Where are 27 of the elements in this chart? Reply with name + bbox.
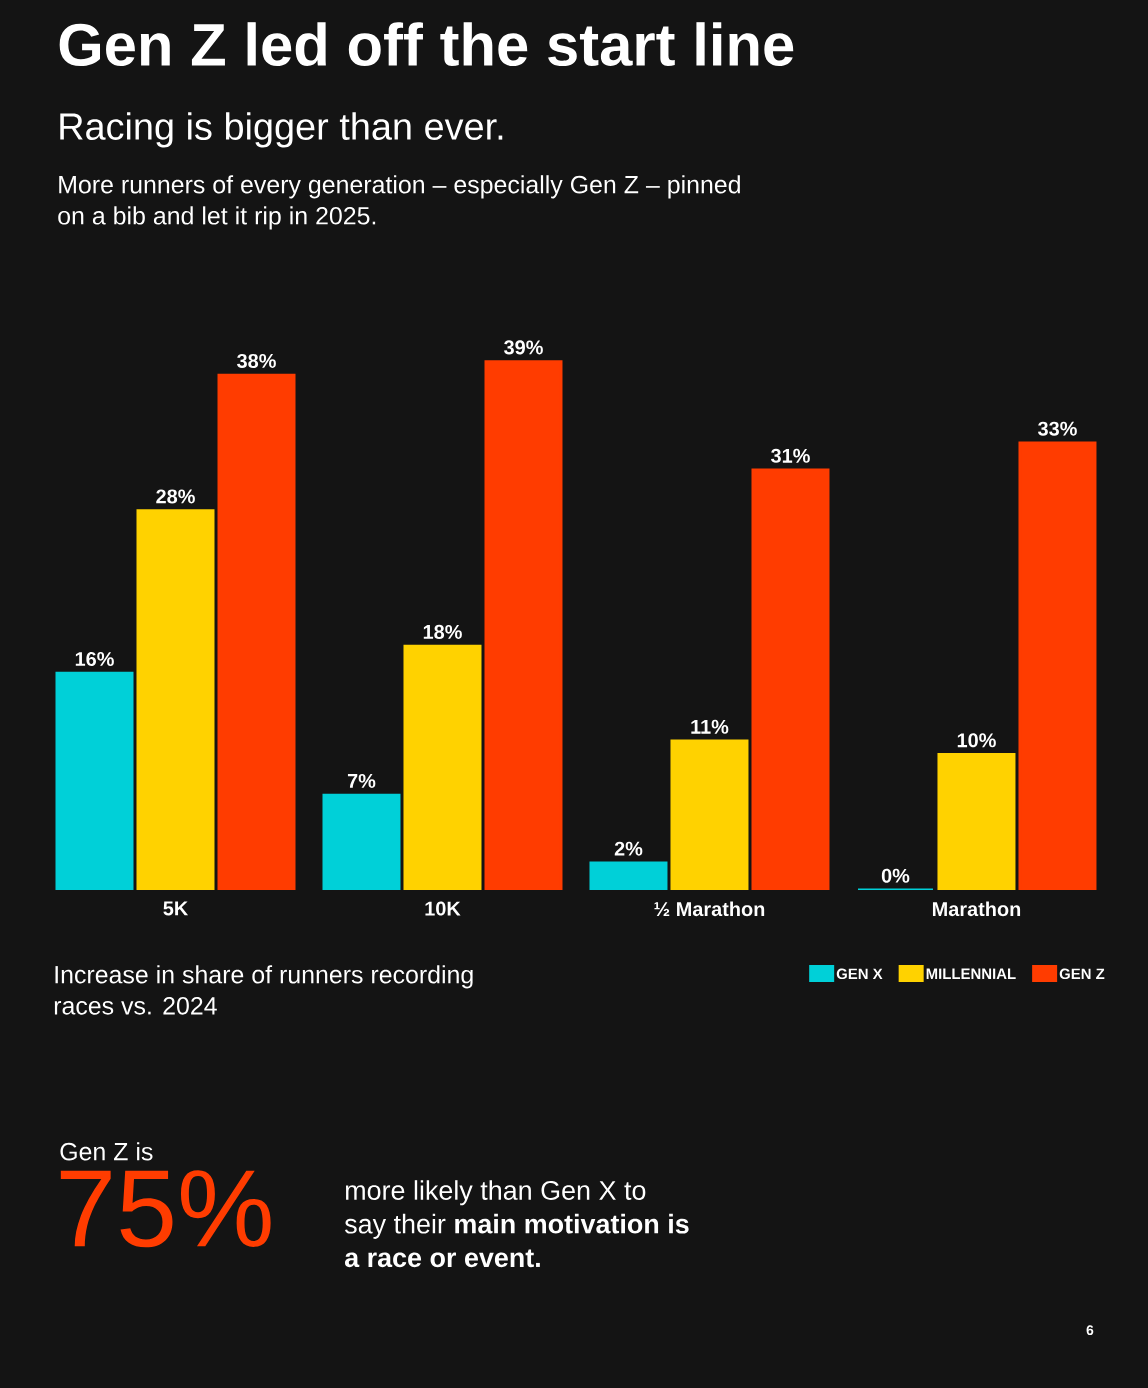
text: Gen Z is xyxy=(60,1142,153,1161)
legend-label: MILLENNIAL xyxy=(926,968,1016,979)
data-label: 11% xyxy=(691,719,729,734)
data-label: 10% xyxy=(957,733,996,748)
chart-title: Gen Z led off the start line xyxy=(59,22,794,67)
data-label: 18% xyxy=(423,624,462,639)
text: 6 xyxy=(1086,1325,1094,1336)
data-label: 16% xyxy=(75,651,114,667)
text: more likely than Gen X to say their main motivation is a race or event. xyxy=(344,1180,689,1268)
legend-label: GEN X xyxy=(836,968,883,980)
data-label: 39% xyxy=(504,340,543,355)
legend-label: GEN Z xyxy=(1059,968,1105,980)
text: More runners of every generation – especially Gen Z – pinned on a bib and let it rip in 2025. xyxy=(58,175,740,230)
data-label: 33% xyxy=(1037,421,1077,436)
data-label: 31% xyxy=(771,448,810,463)
data-label: 2% xyxy=(614,841,643,856)
x-tick-label: 5K xyxy=(163,901,189,916)
data-label: 0% xyxy=(881,868,910,883)
x-tick-label: 10K xyxy=(425,901,461,916)
data-label: 28% xyxy=(156,489,195,504)
x-tick-label: ½ Marathon xyxy=(654,901,765,917)
text: 75% xyxy=(60,1170,271,1248)
text: Increase in share of runners recording races vs. 2024 xyxy=(54,965,473,1015)
chart-subtitle: Racing is bigger than ever. xyxy=(60,112,503,148)
x-tick-label: Marathon xyxy=(932,901,1021,917)
data-label: 7% xyxy=(347,773,376,788)
data-label: 38% xyxy=(237,353,276,369)
